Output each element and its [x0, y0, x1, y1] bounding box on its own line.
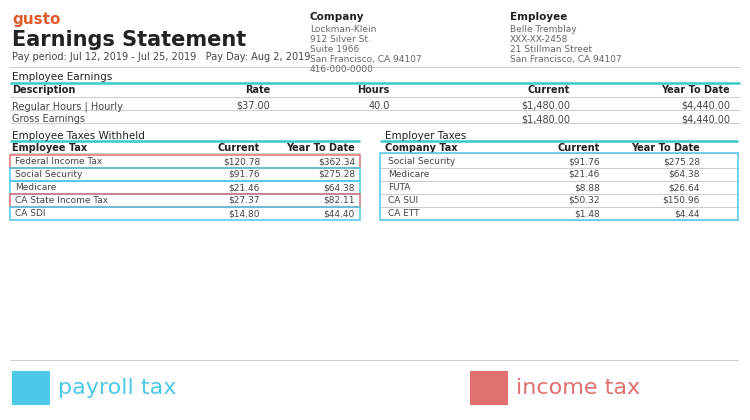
Text: Current: Current — [217, 143, 260, 153]
Text: income tax: income tax — [516, 378, 640, 398]
Text: $50.32: $50.32 — [568, 196, 600, 205]
Text: $21.46: $21.46 — [229, 183, 260, 192]
Text: Suite 1966: Suite 1966 — [310, 45, 359, 54]
Text: Social Security: Social Security — [388, 157, 455, 166]
Text: Year To Date: Year To Date — [286, 143, 355, 153]
Text: $4,440.00: $4,440.00 — [681, 101, 730, 111]
Text: $27.37: $27.37 — [229, 196, 260, 205]
Text: $26.64: $26.64 — [669, 183, 700, 192]
Bar — [10, 194, 360, 207]
Text: Earnings Statement: Earnings Statement — [12, 30, 246, 50]
Text: Current: Current — [558, 143, 600, 153]
Text: Belle Tremblay: Belle Tremblay — [510, 25, 577, 34]
Text: San Francisco, CA 94107: San Francisco, CA 94107 — [510, 55, 622, 64]
Text: $37.00: $37.00 — [236, 101, 270, 111]
Text: gusto: gusto — [12, 12, 60, 27]
Text: Regular Hours | Hourly: Regular Hours | Hourly — [12, 101, 123, 111]
Text: Employee Taxes Withheld: Employee Taxes Withheld — [12, 131, 145, 141]
Text: payroll tax: payroll tax — [58, 378, 176, 398]
Text: CA SUI: CA SUI — [388, 196, 418, 205]
Bar — [12, 371, 50, 405]
Text: CA ETT: CA ETT — [388, 209, 419, 218]
Bar — [10, 155, 360, 168]
Text: $1,480.00: $1,480.00 — [521, 101, 570, 111]
Text: Company: Company — [310, 12, 364, 22]
Text: Employer Taxes: Employer Taxes — [385, 131, 466, 141]
Text: $4,440.00: $4,440.00 — [681, 114, 730, 124]
Text: Hours: Hours — [358, 85, 390, 95]
Text: $21.46: $21.46 — [568, 170, 600, 179]
Text: Year To Date: Year To Date — [662, 85, 730, 95]
Text: San Francisco, CA 94107: San Francisco, CA 94107 — [310, 55, 422, 64]
Text: 40.0: 40.0 — [369, 101, 390, 111]
Text: $64.38: $64.38 — [323, 183, 355, 192]
Text: Lockman-Klein: Lockman-Klein — [310, 25, 376, 34]
Text: $1,480.00: $1,480.00 — [521, 114, 570, 124]
Text: Employee Earnings: Employee Earnings — [12, 72, 112, 82]
Bar — [10, 168, 360, 181]
Text: Company Tax: Company Tax — [385, 143, 458, 153]
Text: $362.34: $362.34 — [318, 157, 355, 166]
Text: Description: Description — [12, 85, 75, 95]
Text: Pay period: Jul 12, 2019 - Jul 25, 2019   Pay Day: Aug 2, 2019: Pay period: Jul 12, 2019 - Jul 25, 2019 … — [12, 52, 310, 62]
Bar — [380, 153, 738, 220]
Text: $64.38: $64.38 — [668, 170, 700, 179]
Text: $14.80: $14.80 — [229, 209, 260, 218]
Text: XXX-XX-2458: XXX-XX-2458 — [510, 35, 568, 44]
Bar — [470, 371, 508, 405]
Text: Employee Tax: Employee Tax — [12, 143, 87, 153]
Text: Gross Earnings: Gross Earnings — [12, 114, 85, 124]
Text: $91.76: $91.76 — [568, 157, 600, 166]
Text: $275.28: $275.28 — [318, 170, 355, 179]
Text: Rate: Rate — [244, 85, 270, 95]
Text: 416-000-0000: 416-000-0000 — [310, 65, 374, 74]
Bar — [10, 181, 360, 194]
Text: Federal Income Tax: Federal Income Tax — [15, 157, 102, 166]
Text: $4.44: $4.44 — [674, 209, 700, 218]
Text: $8.88: $8.88 — [574, 183, 600, 192]
Text: CA SDI: CA SDI — [15, 209, 46, 218]
Text: Medicare: Medicare — [15, 183, 56, 192]
Text: 21 Stillman Street: 21 Stillman Street — [510, 45, 592, 54]
Text: Year To Date: Year To Date — [632, 143, 700, 153]
Text: $120.78: $120.78 — [223, 157, 260, 166]
Text: Social Security: Social Security — [15, 170, 82, 179]
Text: Medicare: Medicare — [388, 170, 429, 179]
Text: $82.11: $82.11 — [323, 196, 355, 205]
Text: $44.40: $44.40 — [324, 209, 355, 218]
Bar — [10, 207, 360, 220]
Text: $150.96: $150.96 — [663, 196, 700, 205]
Text: FUTA: FUTA — [388, 183, 410, 192]
Text: $91.76: $91.76 — [228, 170, 260, 179]
Text: Employee: Employee — [510, 12, 567, 22]
Text: 912 Silver St.: 912 Silver St. — [310, 35, 370, 44]
Text: $1.48: $1.48 — [574, 209, 600, 218]
Text: Current: Current — [528, 85, 570, 95]
Text: $275.28: $275.28 — [663, 157, 700, 166]
Text: CA State Income Tax: CA State Income Tax — [15, 196, 108, 205]
